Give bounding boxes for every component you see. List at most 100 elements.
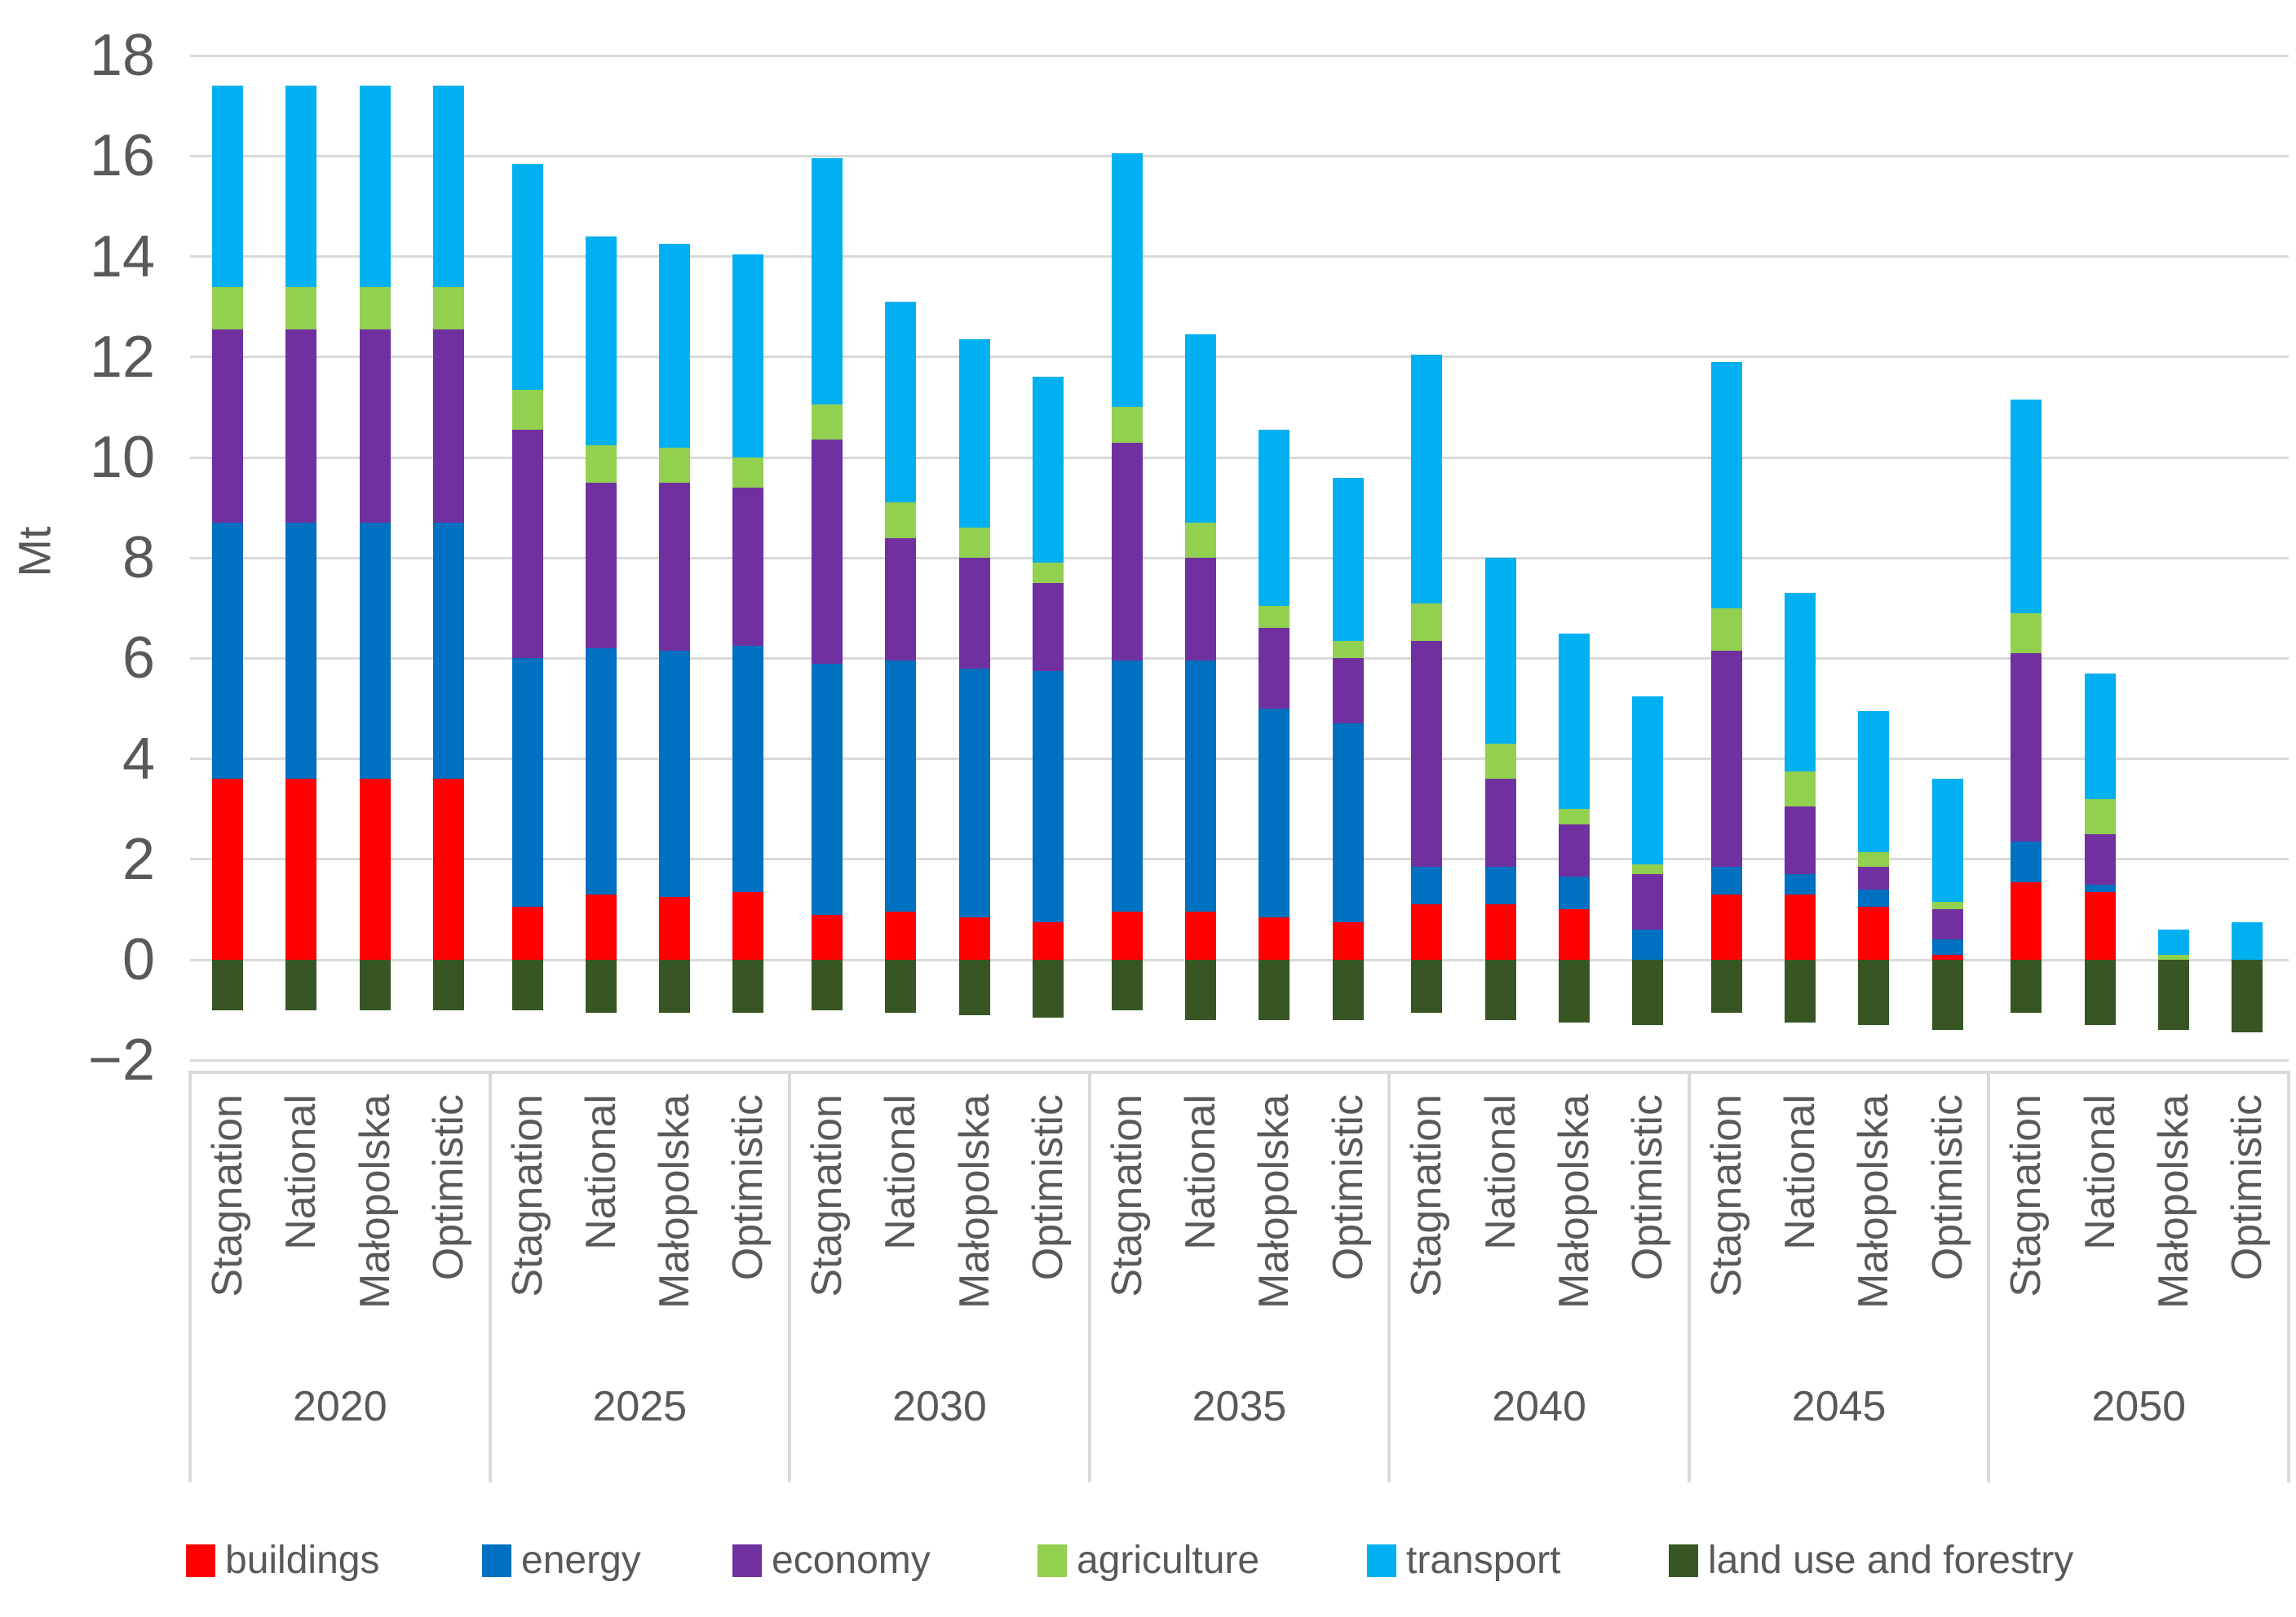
bar-segment-2040-Małopolska-energy	[1558, 877, 1590, 910]
legend-item-buildings: buildings	[186, 1540, 379, 1582]
bar-segment-2030-National-land	[885, 960, 917, 1013]
bar-segment-2040-Stagnation-buildings	[1411, 904, 1443, 960]
bar-segment-2020-National-agriculture	[285, 286, 317, 329]
x-label-scenario: Optimistic	[1324, 1094, 1372, 1281]
bar-segment-2050-National-land	[2084, 960, 2116, 1026]
group-separator	[1987, 1071, 1991, 1482]
y-tick-label: 8	[122, 525, 155, 591]
x-label-year: 2020	[292, 1383, 387, 1430]
bar-segment-2045-Stagnation-buildings	[1710, 894, 1742, 960]
y-tick-label: 2	[122, 826, 155, 892]
y-tick-label: 12	[89, 324, 155, 390]
group-separator	[1387, 1071, 1391, 1482]
x-label-scenario: Małopolska	[651, 1094, 699, 1310]
x-label-year: 2025	[592, 1383, 688, 1430]
bar-segment-2045-National-agriculture	[1785, 771, 1816, 807]
bar-segment-2025-Stagnation-buildings	[511, 907, 543, 960]
bar-segment-2035-Optimistic-buildings	[1332, 921, 1364, 960]
bar-segment-2025-Stagnation-agriculture	[511, 389, 543, 431]
bar-segment-2025-Stagnation-land	[511, 960, 543, 1010]
group-separator	[488, 1071, 492, 1482]
bar-segment-2045-Małopolska-energy	[1858, 889, 1890, 908]
bar-segment-2020-Małopolska-energy	[359, 523, 391, 780]
bar-segment-2035-Optimistic-agriculture	[1332, 640, 1364, 659]
bar-segment-2040-Stagnation-agriculture	[1411, 603, 1443, 641]
bar-segment-2035-Optimistic-economy	[1332, 658, 1364, 724]
bar-segment-2035-Stagnation-transport	[1111, 153, 1143, 408]
bar-segment-2035-Małopolska-transport	[1259, 430, 1290, 606]
bar-segment-2040-Małopolska-land	[1558, 960, 1590, 1023]
gridline--2	[190, 1058, 2289, 1062]
bar-segment-2040-Optimistic-energy	[1632, 930, 1664, 960]
bar-segment-2030-Optimistic-economy	[1033, 583, 1064, 671]
bar-segment-2020-Stagnation-buildings	[212, 779, 243, 960]
bar-segment-2030-Małopolska-buildings	[958, 917, 990, 960]
bar-segment-2035-National-transport	[1185, 334, 1216, 524]
bar-segment-2040-National-energy	[1484, 867, 1516, 905]
bar-segment-2030-National-energy	[885, 660, 917, 912]
bar-segment-2030-Optimistic-transport	[1033, 377, 1064, 563]
x-label-scenario: Stagnation	[1403, 1094, 1451, 1297]
bar-segment-2035-Stagnation-economy	[1111, 442, 1143, 661]
legend-swatch-energy	[482, 1544, 511, 1577]
bar-segment-2040-Stagnation-energy	[1411, 867, 1443, 905]
bar-segment-2020-Optimistic-economy	[432, 329, 464, 524]
gridline-12	[190, 356, 2289, 359]
bar-segment-2020-Optimistic-energy	[432, 523, 464, 780]
bar-segment-2025-Małopolska-economy	[659, 482, 691, 652]
x-label-scenario: Stagnation	[2002, 1094, 2050, 1297]
bar-segment-2050-Małopolska-land	[2158, 960, 2190, 1031]
bar-segment-2050-Małopolska-transport	[2158, 930, 2190, 955]
x-label-scenario: National	[1776, 1094, 1825, 1250]
x-label-year: 2045	[1791, 1383, 1887, 1430]
x-label-year: 2035	[1192, 1383, 1287, 1430]
bar-segment-2035-Optimistic-energy	[1332, 723, 1364, 922]
x-label-scenario: Stagnation	[204, 1094, 251, 1297]
bar-segment-2045-Optimistic-agriculture	[1931, 902, 1963, 910]
bar-segment-2040-National-economy	[1484, 779, 1516, 868]
legend-label: land use and forestry	[1708, 1539, 2074, 1582]
bar-segment-2025-Małopolska-energy	[659, 651, 691, 897]
bar-segment-2045-Optimistic-transport	[1931, 779, 1963, 903]
bar-segment-2020-Optimistic-land	[432, 960, 464, 1010]
y-tick-label: 16	[89, 123, 155, 189]
bar-segment-2020-Stagnation-land	[212, 960, 243, 1010]
bar-segment-2030-Stagnation-agriculture	[812, 404, 843, 440]
bar-segment-2025-Optimistic-economy	[732, 487, 764, 646]
bar-segment-2035-National-energy	[1185, 660, 1216, 912]
bar-segment-2025-Stagnation-economy	[511, 430, 543, 659]
x-label-scenario: Małopolska	[1850, 1094, 1898, 1310]
bar-segment-2045-Małopolska-agriculture	[1858, 851, 1890, 868]
bar-segment-2045-Stagnation-transport	[1710, 361, 1742, 608]
bar-segment-2045-Stagnation-agriculture	[1710, 607, 1742, 652]
bar-segment-2045-National-energy	[1785, 874, 1816, 895]
legend-label: energy	[521, 1539, 641, 1582]
x-label-scenario: National	[277, 1094, 325, 1250]
x-label-scenario: Optimistic	[1923, 1094, 1971, 1281]
x-label-scenario: National	[1476, 1094, 1524, 1250]
x-label-scenario: National	[577, 1094, 625, 1250]
gridline-10	[190, 456, 2289, 459]
bar-segment-2035-Małopolska-buildings	[1259, 917, 1290, 960]
gridline-2	[190, 858, 2289, 861]
y-tick-label: 0	[122, 927, 155, 992]
legend-swatch-buildings	[186, 1544, 215, 1577]
bar-segment-2020-Stagnation-transport	[212, 86, 243, 287]
bar-segment-2045-Optimistic-energy	[1931, 939, 1963, 955]
bar-segment-2030-Optimistic-energy	[1033, 670, 1064, 922]
x-label-scenario: Stagnation	[503, 1094, 551, 1297]
x-label-scenario: Stagnation	[1103, 1094, 1151, 1297]
bar-segment-2035-National-economy	[1185, 558, 1216, 661]
bar-segment-2030-Małopolska-energy	[958, 668, 990, 917]
bar-segment-2050-National-transport	[2084, 673, 2116, 799]
gridline-16	[190, 154, 2289, 157]
y-tick-label: −2	[87, 1027, 155, 1093]
x-label-scenario: Optimistic	[424, 1094, 472, 1281]
bar-segment-2035-Małopolska-economy	[1259, 628, 1290, 709]
legend-item-agriculture: agriculture	[1037, 1540, 1259, 1582]
bar-segment-2035-Małopolska-land	[1259, 960, 1290, 1020]
bar-segment-2030-Optimistic-agriculture	[1033, 563, 1064, 583]
legend-swatch-agriculture	[1037, 1544, 1067, 1577]
bar-segment-2040-Optimistic-transport	[1632, 696, 1664, 864]
bar-segment-2020-National-transport	[285, 86, 317, 287]
